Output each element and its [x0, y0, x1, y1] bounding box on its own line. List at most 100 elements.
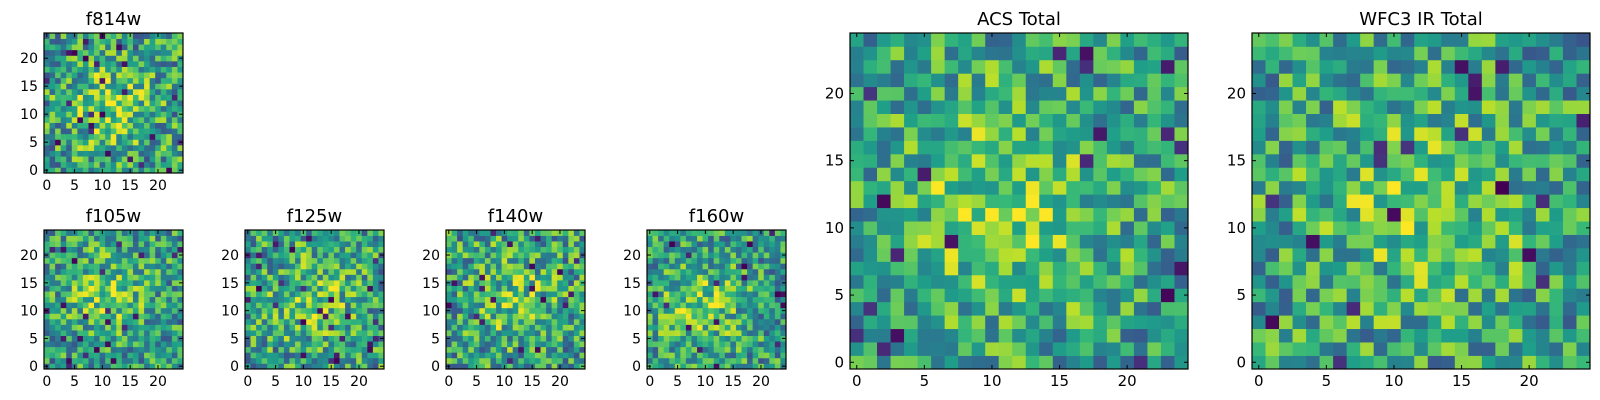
heatmap-cell [1387, 86, 1402, 101]
heatmap-cell [121, 263, 128, 270]
heatmap-cell [1522, 274, 1537, 289]
heatmap-cell [177, 94, 184, 101]
heatmap-cell [1265, 221, 1280, 235]
heatmap-cell [1160, 140, 1175, 155]
heatmap-cell [1333, 167, 1347, 182]
heatmap-cell [278, 313, 285, 320]
heatmap-cell [1252, 221, 1266, 235]
heatmap-cell [998, 59, 1013, 74]
heatmap-cell [944, 328, 959, 343]
heatmap-cell [1333, 221, 1347, 235]
heatmap-cell [306, 285, 313, 292]
heatmap-cell [763, 230, 770, 236]
heatmap-cell [1333, 355, 1347, 370]
heatmap-cell [652, 235, 659, 242]
heatmap-cell [863, 288, 878, 303]
heatmap-cell [328, 274, 335, 281]
heatmap-cell [256, 246, 263, 253]
heatmap-cell [66, 167, 73, 174]
heatmap-cell [256, 291, 263, 298]
heatmap-cell [685, 330, 692, 336]
heatmap-cell [127, 105, 134, 112]
heatmap-cell [82, 346, 89, 353]
heatmap-cell [1549, 167, 1564, 182]
heatmap-cell [171, 335, 178, 342]
heatmap-cell [44, 94, 50, 101]
heatmap-cell [66, 352, 73, 359]
heatmap-cell [663, 285, 670, 292]
heatmap-cell [166, 268, 173, 275]
heatmap-cell [685, 285, 692, 292]
heatmap-cell [562, 296, 569, 303]
heatmap-cell [457, 296, 464, 303]
heatmap-cell [121, 66, 128, 73]
heatmap-cell [1346, 73, 1361, 88]
heatmap-cell [1039, 127, 1054, 141]
heatmap-cell [361, 285, 368, 292]
heatmap-cell [272, 318, 279, 325]
heatmap-cell [877, 315, 891, 330]
heatmap-cell [1292, 194, 1307, 209]
heatmap-cell [1093, 207, 1108, 222]
heatmap-cell [82, 291, 89, 298]
heatmap-cell [149, 363, 156, 370]
heatmap-cell [345, 291, 351, 298]
heatmap-cell [724, 274, 731, 281]
heatmap-cell [685, 252, 692, 259]
heatmap-cell [49, 161, 56, 168]
heatmap-cell [931, 140, 945, 155]
heatmap-cell [490, 352, 497, 359]
heatmap-cell [44, 100, 50, 107]
heatmap-cell [166, 318, 173, 325]
heatmap-cell [138, 167, 145, 174]
heatmap-cell [1346, 100, 1361, 114]
heatmap-cell [763, 280, 770, 286]
heatmap-cell [747, 257, 753, 264]
heatmap-cell [278, 263, 285, 270]
heatmap-cell [144, 66, 150, 73]
heatmap-cell [663, 313, 670, 320]
heatmap-cell [958, 234, 973, 249]
heatmap-cell [339, 274, 346, 281]
heatmap-cell [60, 363, 67, 370]
heatmap-cell [44, 257, 50, 264]
heatmap-cell [568, 252, 575, 259]
heatmap-cell [339, 268, 346, 275]
heatmap-cell [110, 94, 117, 101]
heatmap-cell [719, 296, 726, 303]
heatmap-cell [1147, 100, 1162, 114]
heatmap-cell [685, 318, 692, 325]
heatmap-cell [680, 263, 687, 270]
heatmap-cell [758, 268, 765, 275]
heatmap-cell [735, 313, 742, 320]
heatmap-cell [674, 330, 681, 336]
heatmap-cell [177, 235, 184, 242]
heatmap-cell [166, 83, 173, 90]
heatmap-cell [1441, 221, 1456, 235]
heatmap-cell [958, 73, 973, 88]
heatmap-cell [708, 230, 715, 236]
heatmap-cell [468, 307, 475, 314]
heatmap-cell [110, 318, 117, 325]
heatmap-cell [71, 161, 78, 168]
heatmap-cell [1160, 221, 1175, 235]
heatmap-cell [490, 263, 497, 270]
heatmap-cell [1562, 127, 1577, 141]
heatmap-cell [94, 77, 100, 84]
heatmap-cell [1120, 221, 1135, 235]
heatmap-cell [1346, 355, 1361, 370]
heatmap-cell [685, 363, 692, 370]
heatmap-cell [333, 318, 340, 325]
heatmap-cell [457, 318, 464, 325]
heatmap-cell [546, 313, 552, 320]
heatmap-cell [71, 274, 78, 281]
heatmap-cell [1535, 301, 1550, 316]
heatmap-cell [680, 352, 687, 359]
heatmap-cell [256, 346, 263, 353]
heatmap-cell [1522, 261, 1537, 276]
heatmap-cell [350, 313, 357, 320]
heatmap-cell [177, 117, 184, 123]
heatmap-cell [171, 307, 178, 314]
heatmap-cell [512, 241, 519, 248]
heatmap-cell [1012, 301, 1027, 316]
